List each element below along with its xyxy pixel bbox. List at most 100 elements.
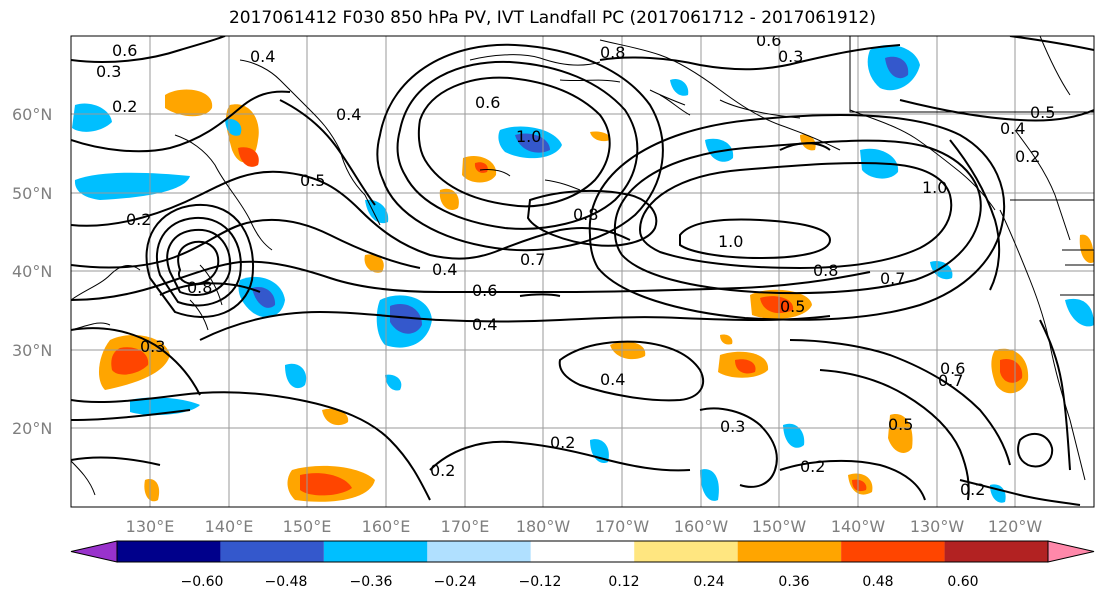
lon-label: 140°E xyxy=(205,517,254,536)
colorbar-tick-label: −0.12 xyxy=(519,574,562,590)
lon-label: 160°E xyxy=(362,517,411,536)
lat-label: 60°N xyxy=(12,105,52,124)
contour-label: 0.2 xyxy=(800,457,825,476)
contour-label: 0.6 xyxy=(472,281,497,300)
pv-negative-region xyxy=(670,78,689,96)
pv-negative-region xyxy=(285,363,307,389)
pv-negative-region xyxy=(385,374,402,391)
pv-negative-region xyxy=(930,260,953,280)
pv-positive-region xyxy=(144,479,160,502)
pv-positive-region xyxy=(111,347,149,375)
contour-label: 0.2 xyxy=(960,480,985,499)
contour-label: 0.2 xyxy=(1015,147,1040,166)
map-title: 2017061412 F030 850 hPa PV, IVT Landfall… xyxy=(228,8,876,28)
colorbar-tick-label: 0.36 xyxy=(778,574,809,590)
pv-positive-region xyxy=(226,104,259,163)
pv-negative-region xyxy=(390,304,422,334)
pv-positive-region xyxy=(760,296,794,314)
colorbar-segment xyxy=(427,541,531,562)
pv-positive-region xyxy=(364,254,384,273)
contour-label: 0.8 xyxy=(573,205,598,224)
lon-label: 150°E xyxy=(283,517,332,536)
contour-label: 0.6 xyxy=(756,31,781,50)
pv-positive-region xyxy=(888,414,913,453)
colorbar-tick-label: −0.48 xyxy=(265,574,308,590)
colorbar-tick-label: −0.60 xyxy=(181,574,224,590)
pv-negative-region xyxy=(515,133,550,153)
contour-label: 0.3 xyxy=(96,62,121,81)
pv-positive-region xyxy=(1000,358,1023,383)
map-frame xyxy=(70,35,1095,508)
contour-label: 0.5 xyxy=(1030,103,1055,122)
contour-label: 0.4 xyxy=(336,105,361,124)
pv-positive-region xyxy=(852,479,867,492)
pv-negative-region xyxy=(1065,298,1094,327)
lat-label: 50°N xyxy=(12,184,52,203)
contour-label-group: 0.3 0.6 0.4 0.2 0.5 0.2 0.3 0.8 0.6 0.4 … xyxy=(96,31,1055,499)
contour-label: 0.4 xyxy=(1000,119,1025,138)
lon-label: 120°W xyxy=(988,517,1043,536)
contour-label: 0.4 xyxy=(600,370,625,389)
contour-label: 0.3 xyxy=(778,47,803,66)
contour-label: 0.4 xyxy=(432,260,457,279)
pv-positive-region xyxy=(238,147,259,167)
contour-label: 0.8 xyxy=(813,261,838,280)
lat-label: 20°N xyxy=(12,419,52,438)
lat-label: 40°N xyxy=(12,262,52,281)
pv-positive-region xyxy=(590,131,611,142)
colorbar-segment xyxy=(220,541,324,562)
colorbar xyxy=(70,540,1095,563)
contour-label: 1.0 xyxy=(516,127,541,146)
colorbar-segment xyxy=(117,541,221,562)
contour-label: 0.2 xyxy=(430,461,455,480)
colorbar-tick-labels: −0.60 −0.48 −0.36 −0.24 −0.12 0.12 0.24 … xyxy=(181,574,979,590)
lon-label: 150°W xyxy=(752,517,807,536)
contour-label: 0.4 xyxy=(472,315,497,334)
contour-label: 0.2 xyxy=(126,210,151,229)
contour-label: 0.3 xyxy=(140,337,165,356)
contour-label: 0.8 xyxy=(187,278,212,297)
pv-positive-region xyxy=(322,408,349,426)
contour-label: 0.6 xyxy=(475,93,500,112)
pv-positive-region xyxy=(300,473,352,496)
contours xyxy=(71,36,1094,506)
contour-label: 0.7 xyxy=(880,269,905,288)
pv-positive-region xyxy=(735,359,756,374)
colorbar-segment xyxy=(530,541,635,562)
lon-label: 130°W xyxy=(910,517,965,536)
contour-label: 0.4 xyxy=(250,47,275,66)
colorbar-extend-high xyxy=(1047,540,1095,563)
colorbar-tick-label: −0.24 xyxy=(434,574,477,590)
lon-label: 180°W xyxy=(516,517,571,536)
contour-label: 1.0 xyxy=(718,232,743,251)
colorbar-segment xyxy=(634,541,738,562)
map-content: 0.3 0.6 0.4 0.2 0.5 0.2 0.3 0.8 0.6 0.4 … xyxy=(71,31,1094,507)
pv-positive-region xyxy=(720,334,733,345)
contour-label: 0.7 xyxy=(938,371,963,390)
pv-positive-region xyxy=(474,162,488,173)
colorbar-tick-label: 0.60 xyxy=(947,574,978,590)
pv-negative-region xyxy=(885,56,909,79)
contour-label: 0.8 xyxy=(600,43,625,62)
colorbar-segment xyxy=(737,541,842,562)
colorbar-segment xyxy=(944,541,1048,562)
lat-label: 30°N xyxy=(12,341,52,360)
colorbar-tick-label: 0.12 xyxy=(608,574,639,590)
lon-label: 160°W xyxy=(674,517,729,536)
contour-label: 1.0 xyxy=(922,178,947,197)
lon-label: 140°W xyxy=(831,517,886,536)
colorbar-extend-low xyxy=(70,540,118,563)
lon-label: 130°E xyxy=(126,517,175,536)
pv-positive-region xyxy=(165,89,213,117)
colorbar-tick-label: 0.48 xyxy=(862,574,893,590)
colorbar-outline xyxy=(116,540,1049,563)
longitude-labels: 130°E 140°E 150°E 160°E 170°E 180°W 170°… xyxy=(126,517,1043,536)
pv-shading xyxy=(72,45,1094,503)
pv-positive-region xyxy=(439,188,459,210)
contour-label: 0.5 xyxy=(780,297,805,316)
pv-negative-region xyxy=(783,423,805,448)
contour-label: 0.5 xyxy=(888,415,913,434)
contour-label: 0.5 xyxy=(300,171,325,190)
lon-label: 170°W xyxy=(595,517,650,536)
pv-positive-region xyxy=(1079,234,1094,263)
